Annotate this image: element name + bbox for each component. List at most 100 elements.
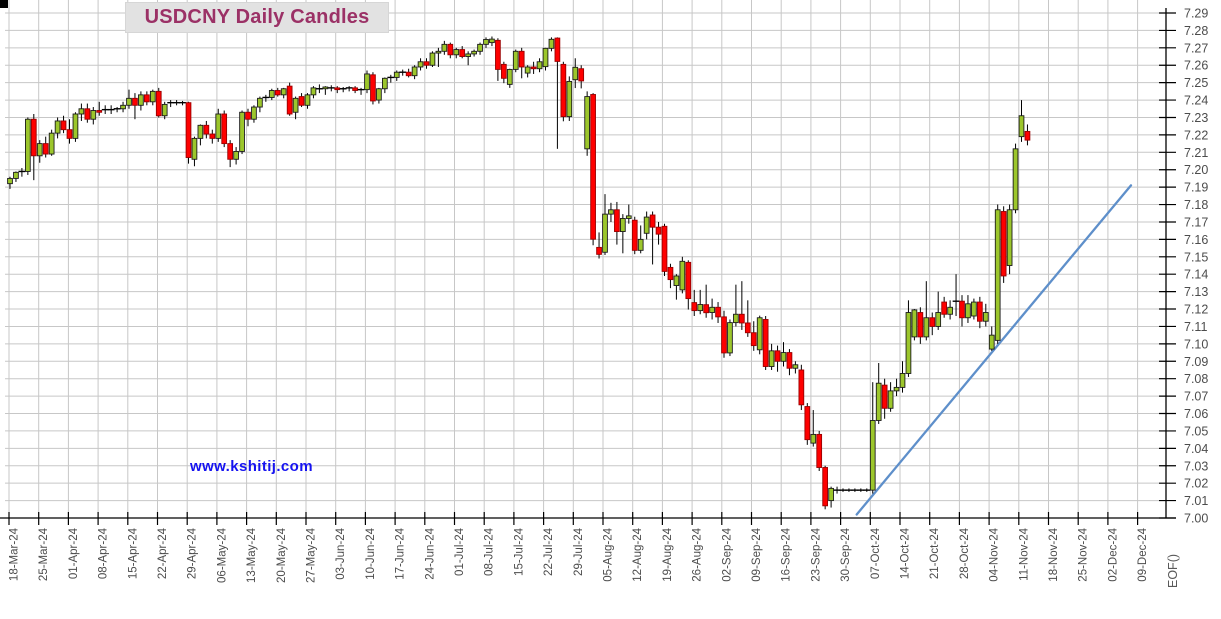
candle-up xyxy=(257,97,263,108)
candle-up xyxy=(733,313,739,324)
x-axis-label: 03-Jun-24 xyxy=(335,527,347,579)
x-axis-label: 15-Apr-24 xyxy=(127,527,139,579)
candle-up xyxy=(191,137,198,160)
candle-up xyxy=(149,90,156,103)
y-axis-label: 7.25 xyxy=(1184,76,1208,90)
candle-up xyxy=(584,96,591,150)
candle-down xyxy=(959,300,965,319)
candle-down xyxy=(185,102,192,158)
candle-up xyxy=(7,177,13,185)
candle-up xyxy=(828,487,834,502)
y-axis-label: 7.23 xyxy=(1184,111,1208,125)
candle-down xyxy=(816,433,823,468)
candle-up xyxy=(48,132,55,155)
candle-up xyxy=(935,312,942,327)
candle-down xyxy=(66,129,73,139)
candle-down xyxy=(530,66,537,70)
candle-up xyxy=(292,97,299,113)
candle-up xyxy=(875,382,882,421)
candle-up xyxy=(1018,115,1025,138)
candle-up xyxy=(161,103,168,117)
candle-up xyxy=(965,303,971,319)
candle-up xyxy=(620,218,626,232)
y-axis-label: 7.27 xyxy=(1184,41,1208,55)
x-axis-label: 01-Apr-24 xyxy=(68,527,80,579)
candle-down xyxy=(715,306,721,318)
candle-down xyxy=(822,467,829,507)
chart-title: USDCNY Daily Candles xyxy=(144,6,370,28)
y-axis-label: 7.06 xyxy=(1184,407,1208,421)
candle-down xyxy=(578,68,585,82)
candle-up xyxy=(994,209,1001,341)
candle-down xyxy=(155,90,162,117)
candle-up xyxy=(453,49,460,56)
candle-down xyxy=(631,219,638,251)
candle-up xyxy=(483,39,489,45)
candle-down xyxy=(614,209,620,232)
candle-up xyxy=(899,373,906,388)
candle-up xyxy=(197,124,204,139)
candle-up xyxy=(304,94,311,106)
candle-down xyxy=(1024,130,1031,141)
candle-up xyxy=(322,86,329,90)
candle-up xyxy=(697,304,704,312)
candle-up xyxy=(13,171,19,179)
candle-up xyxy=(36,143,43,157)
x-axis-label: 16-Sep-24 xyxy=(781,527,793,581)
candle-up xyxy=(566,80,573,118)
x-axis-label: 13-May-24 xyxy=(246,527,258,583)
y-axis-label: 7.14 xyxy=(1184,268,1208,282)
x-axis-label: 21-Oct-24 xyxy=(929,527,941,579)
candle-down xyxy=(352,87,358,91)
candle-up xyxy=(215,113,222,139)
candle-down xyxy=(227,143,234,160)
x-axis-label: 22-Apr-24 xyxy=(157,527,169,579)
candle-up xyxy=(471,50,477,55)
candle-up xyxy=(417,61,424,68)
candle-up xyxy=(524,66,531,74)
x-axis-label: 25-Mar-24 xyxy=(38,527,50,581)
y-axis-label: 7.00 xyxy=(1184,512,1208,526)
candle-up xyxy=(709,306,715,313)
candle-up xyxy=(411,66,418,77)
corner-square xyxy=(0,0,8,8)
y-axis-label: 7.04 xyxy=(1184,442,1208,456)
candle-up xyxy=(679,260,686,291)
y-axis-label: 7.05 xyxy=(1184,424,1208,438)
candle-down xyxy=(721,316,727,354)
candle-up xyxy=(768,350,775,367)
candle-up xyxy=(869,420,876,491)
x-axis-label: 18-Nov-24 xyxy=(1048,527,1060,581)
candle-up xyxy=(643,216,650,234)
x-axis-label: 27-May-24 xyxy=(306,527,318,583)
candle-up xyxy=(923,317,930,338)
candle-down xyxy=(203,124,210,135)
y-axis-label: 7.16 xyxy=(1184,233,1208,247)
x-axis-label: 29-Jul-24 xyxy=(573,527,585,576)
x-axis-label: 19-Aug-24 xyxy=(662,527,674,581)
x-axis-label: 01-Jul-24 xyxy=(454,527,466,576)
y-axis-label: 7.21 xyxy=(1184,146,1208,160)
candle-up xyxy=(602,213,608,253)
candle-down xyxy=(209,133,216,139)
candle-up xyxy=(608,209,614,215)
candle-up xyxy=(25,118,31,172)
x-axis-label: 08-Jul-24 xyxy=(484,527,496,576)
candle-up xyxy=(548,38,555,49)
y-axis-label: 7.11 xyxy=(1184,320,1207,334)
candle-up xyxy=(72,113,79,139)
x-axis-label: 11-Nov-24 xyxy=(1018,527,1030,580)
candle-up xyxy=(268,90,275,98)
candle-down xyxy=(739,313,745,324)
candle-up xyxy=(376,88,382,101)
candle-down xyxy=(685,261,692,300)
candle-up xyxy=(542,47,549,68)
candle-down xyxy=(30,118,37,157)
candle-up xyxy=(78,108,85,115)
y-axis-label: 7.19 xyxy=(1184,181,1208,195)
candle-down xyxy=(334,87,341,91)
candle-up xyxy=(756,317,763,351)
candle-up xyxy=(572,66,579,81)
x-axis-label: 28-Oct-24 xyxy=(959,527,971,579)
